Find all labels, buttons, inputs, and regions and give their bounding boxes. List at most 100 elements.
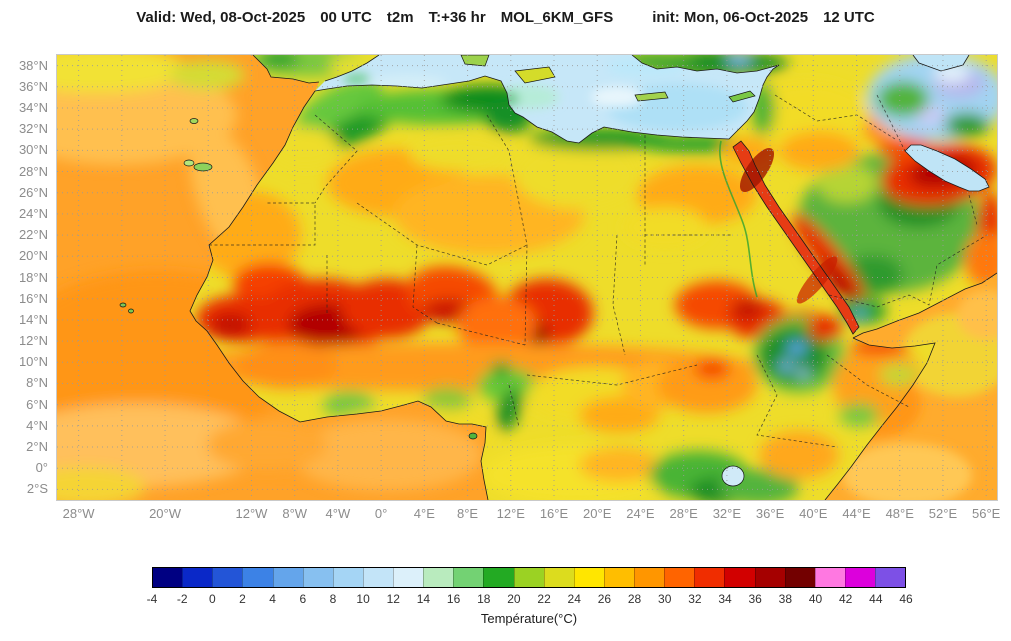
title-valid: Valid: Wed, 08-Oct-2025 <box>136 9 306 26</box>
lat-tick-label: 8°N <box>26 375 48 391</box>
lon-tick-label: 28°E <box>669 506 698 521</box>
colorbar-cell <box>423 568 454 587</box>
colorbar-tick-label: 16 <box>446 592 461 606</box>
lat-tick-label: 2°N <box>26 439 48 455</box>
colorbar-cells <box>152 567 906 588</box>
colorbar-tick-label: 14 <box>416 592 431 606</box>
colorbar-cell <box>844 568 875 587</box>
lat-tick-label: 6°N <box>26 396 48 412</box>
lon-tick-label: 8°W <box>282 506 308 521</box>
lat-tick-label: 10°N <box>18 354 48 370</box>
lon-tick-label: 20°E <box>583 506 612 521</box>
colorbar-tick-label: 6 <box>299 592 307 606</box>
lon-tick-label: 4°E <box>413 506 435 521</box>
title-lead-time: T:+36 hr <box>428 9 486 26</box>
lon-tick-label: 12°W <box>235 506 268 521</box>
lat-tick-label: 18°N <box>18 269 48 285</box>
colorbar-tick-label: 32 <box>688 592 702 606</box>
colorbar-cell <box>724 568 755 587</box>
colorbar-cell <box>153 568 183 587</box>
lon-tick-label: 52°E <box>928 506 958 521</box>
colorbar-cell <box>362 568 393 587</box>
canary-islands <box>183 159 195 167</box>
lat-tick-label: 34°N <box>18 99 48 115</box>
colorbar-cell <box>543 568 574 587</box>
colorbar-tick-label: -2 <box>176 592 188 606</box>
lat-tick-label: 24°N <box>18 205 48 221</box>
colorbar-tick-label: 12 <box>386 592 400 606</box>
colorbar-tick-label: 22 <box>537 592 551 606</box>
title-variable: t2m <box>386 9 414 26</box>
colorbar-tick-label: 10 <box>356 592 370 606</box>
colorbar-cell <box>513 568 544 587</box>
lon-tick-label: 40°E <box>799 506 828 521</box>
lon-tick-label: 12°E <box>496 506 525 521</box>
lake-victoria <box>721 465 745 487</box>
lat-tick-label: 20°N <box>18 248 48 264</box>
lon-tick-label: 56°E <box>972 506 1001 521</box>
cape-verde <box>128 308 134 314</box>
colorbar-cell <box>694 568 725 587</box>
country-borders <box>209 94 988 448</box>
lon-tick-label: 4°W <box>325 506 351 521</box>
colorbar-cell <box>634 568 665 587</box>
title-init-utc: 12 UTC <box>823 9 875 26</box>
title-init: init: Mon, 06-Oct-2025 <box>652 9 809 26</box>
lon-tick-label: 28°W <box>62 506 95 521</box>
sardinia <box>460 55 490 67</box>
colorbar-cell <box>875 568 906 587</box>
lon-tick-label: 32°E <box>712 506 742 521</box>
colorbar-cell <box>212 568 243 587</box>
colorbar-tick-label: 44 <box>869 592 883 606</box>
lat-tick-label: 0° <box>35 460 48 476</box>
lat-tick-label: 12°N <box>18 333 48 349</box>
colorbar: -4 -2 0 2 4 6 8 10 12 14 16 18 20 22 24 26 28 30 32 34 36 38 4… <box>147 567 913 626</box>
lat-tick-label: 22°N <box>18 227 48 243</box>
lat-tick-label: 36°N <box>18 78 48 94</box>
gridlines <box>57 55 997 500</box>
title-model: MOL_6KM_GFS <box>500 9 614 26</box>
colorbar-cell <box>182 568 213 587</box>
colorbar-tick-label: 30 <box>658 592 672 606</box>
lon-tick-label: 0° <box>374 506 388 521</box>
colorbar-tick-label: 40 <box>808 592 823 606</box>
colorbar-cell <box>664 568 695 587</box>
colorbar-cell <box>242 568 273 587</box>
canary-islands <box>193 162 213 172</box>
colorbar-cell <box>453 568 484 587</box>
colorbar-tick-label: 2 <box>239 592 246 606</box>
colorbar-tick-label: 36 <box>748 592 762 606</box>
colorbar-cell <box>272 568 303 587</box>
colorbar-cell <box>332 568 363 587</box>
colorbar-cell <box>754 568 785 587</box>
lat-tick-label: 38°N <box>18 57 48 73</box>
lon-tick-label: 16°E <box>539 506 569 521</box>
colorbar-cell <box>302 568 333 587</box>
colorbar-tick-label: 8 <box>329 592 337 606</box>
red-sea <box>733 141 859 334</box>
cape-verde <box>119 302 127 308</box>
colorbar-cell <box>393 568 424 587</box>
colorbar-tick-label: 38 <box>778 592 793 606</box>
colorbar-tick-label: 34 <box>718 592 732 606</box>
colorbar-tick-label: 42 <box>838 592 853 606</box>
temperature-map-canvas <box>57 55 997 500</box>
colorbar-ticks: -4 -2 0 2 4 6 8 10 12 14 16 18 20 22 24 26 28 30 32 34 36 38 4… <box>147 592 913 607</box>
lat-tick-label: 16°N <box>18 290 48 306</box>
colorbar-tick-label: 0 <box>208 592 216 606</box>
lat-tick-label: 30°N <box>18 142 48 158</box>
cyprus <box>728 90 756 103</box>
lat-tick-label: 4°N <box>26 417 48 433</box>
lat-tick-label: 14°N <box>18 311 48 327</box>
colorbar-tick-label: 20 <box>507 592 521 606</box>
colorbar-title: Température(°C) <box>480 611 578 626</box>
lon-tick-label: 36°E <box>755 506 785 521</box>
lat-tick-label: 2°S <box>26 481 48 497</box>
lon-tick-label: 44°E <box>842 506 871 521</box>
longitude-axis: 28°W 20°W 12°W 8°W 4°W 0° 4°E 8°E 12°E 16°E 20°E 24… <box>57 504 1001 524</box>
colorbar-tick-label: -4 <box>146 592 158 606</box>
crete <box>634 91 669 102</box>
lon-tick-label: 24°E <box>626 506 655 521</box>
colorbar-tick-label: 28 <box>627 592 642 606</box>
colorbar-cell <box>814 568 845 587</box>
